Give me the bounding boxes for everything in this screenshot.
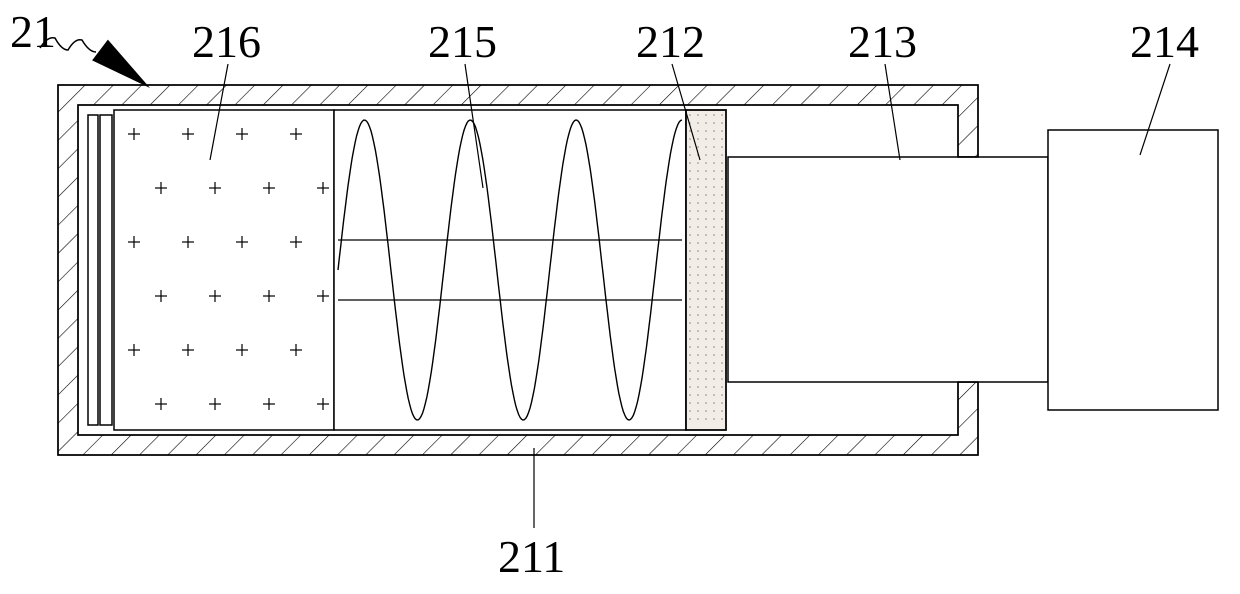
- label-215: 215: [428, 15, 497, 68]
- label-21: 21: [10, 5, 56, 58]
- label-213: 213: [848, 15, 917, 68]
- label-214: 214: [1130, 15, 1199, 68]
- diagram-svg: [0, 0, 1240, 594]
- label-212: 212: [636, 15, 705, 68]
- label-216: 216: [192, 15, 261, 68]
- label-211: 211: [498, 530, 565, 583]
